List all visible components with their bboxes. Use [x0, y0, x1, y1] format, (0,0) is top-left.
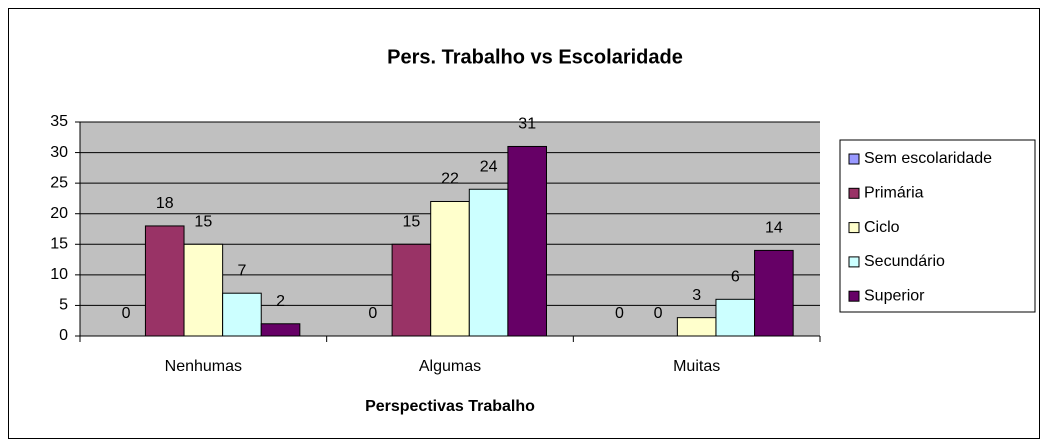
value-label: 31 — [518, 116, 536, 133]
bar — [260, 323, 301, 337]
y-tick-label: 10 — [50, 266, 68, 283]
value-label: 14 — [765, 220, 783, 237]
value-label: 15 — [194, 214, 212, 231]
x-tick-label: Muitas — [673, 358, 720, 375]
legend-swatch — [848, 290, 860, 302]
value-label: 6 — [731, 269, 740, 286]
bar — [183, 243, 224, 337]
bar — [507, 145, 547, 337]
value-label: 0 — [368, 305, 377, 322]
value-label: 22 — [441, 171, 459, 188]
bar — [715, 298, 756, 337]
legend-label: Ciclo — [864, 219, 900, 236]
legend-box — [839, 139, 1036, 313]
bar — [468, 188, 509, 337]
value-label: 0 — [615, 305, 624, 322]
y-tick-label: 20 — [50, 205, 68, 222]
y-tick-label: 5 — [59, 297, 68, 314]
legend-swatch — [848, 153, 860, 165]
bar — [391, 243, 432, 337]
chart-title: Pers. Trabalho vs Escolaridade — [387, 46, 683, 68]
value-label: 24 — [480, 158, 498, 175]
x-tick-label: Algumas — [419, 358, 481, 375]
legend-label: Secundário — [864, 253, 945, 270]
value-label: 2 — [276, 293, 285, 310]
x-axis-title: Perspectivas Trabalho — [365, 398, 535, 415]
legend-label: Primária — [864, 185, 924, 202]
y-tick-label: 35 — [50, 113, 68, 130]
bar — [754, 249, 794, 337]
bar — [430, 200, 470, 337]
y-tick-label: 30 — [50, 144, 68, 161]
bar — [676, 317, 717, 337]
legend-swatch — [848, 187, 860, 199]
bar — [222, 292, 262, 337]
bar — [144, 225, 185, 337]
y-tick-label: 15 — [50, 236, 68, 253]
legend-swatch — [848, 256, 860, 268]
legend-swatch — [848, 222, 860, 234]
value-label: 7 — [237, 262, 246, 279]
value-label: 15 — [403, 214, 421, 231]
value-label: 0 — [122, 305, 131, 322]
y-tick-label: 25 — [50, 174, 68, 191]
value-label: 18 — [156, 195, 174, 212]
value-label: 3 — [692, 287, 701, 304]
legend-label: Sem escolaridade — [864, 150, 992, 167]
x-tick-label: Nenhumas — [165, 358, 242, 375]
legend-label: Superior — [864, 287, 925, 304]
value-label: 0 — [654, 305, 663, 322]
y-tick-label: 0 — [59, 327, 68, 344]
